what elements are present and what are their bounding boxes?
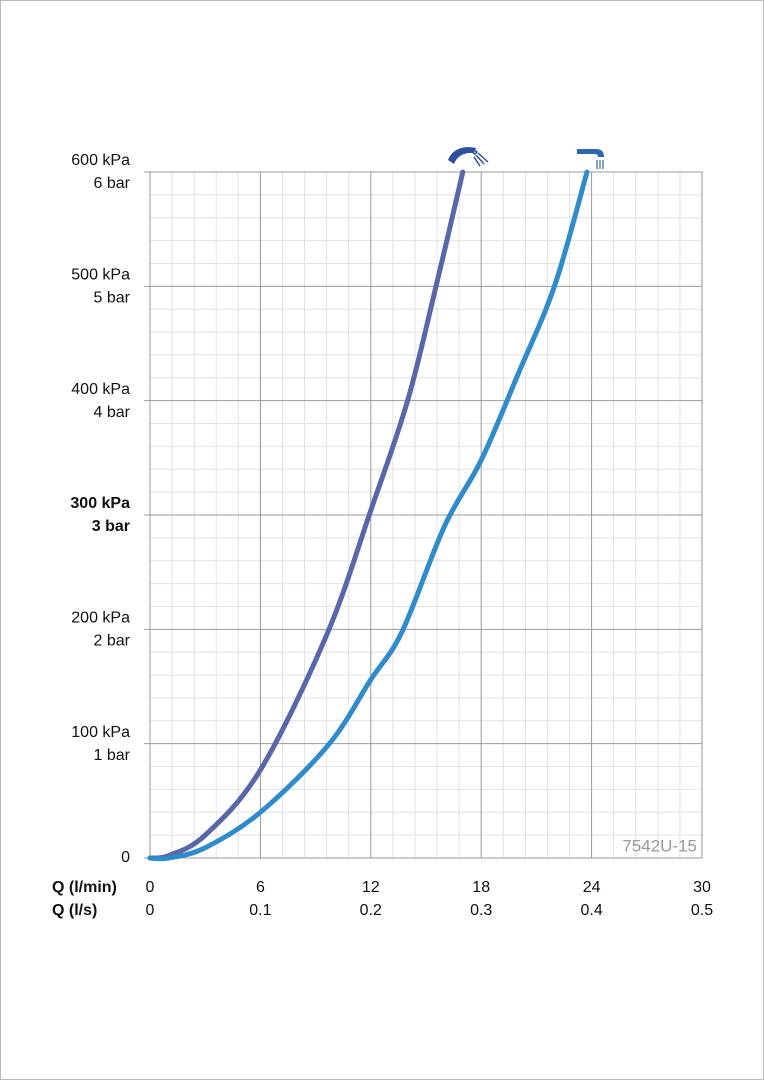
watermark: 7542U-15 xyxy=(622,836,697,855)
series-line xyxy=(147,169,590,862)
y-tick-label: 600 kPa xyxy=(71,152,130,169)
y-tick-label: 200 kPa xyxy=(71,610,130,627)
y-tick-secondary-label: 4 bar xyxy=(94,404,131,421)
x2-tick-label: 0.4 xyxy=(580,902,602,919)
x-tick-label: 12 xyxy=(362,879,380,896)
y-tick-secondary-label: 1 bar xyxy=(94,747,131,764)
series-line xyxy=(147,169,466,861)
y-tick-secondary-label: 6 bar xyxy=(94,175,131,192)
grid xyxy=(144,171,703,859)
shower-icon xyxy=(448,147,489,167)
y-tick-secondary-label: 3 bar xyxy=(92,518,130,535)
x-tick-label: 0 xyxy=(146,879,155,896)
x2-axis-label: Q (l/s) xyxy=(52,902,97,919)
tap-icon xyxy=(577,149,604,169)
x-tick-label: 6 xyxy=(256,879,265,896)
y-tick-label: 100 kPa xyxy=(71,724,130,741)
y-tick-secondary-label: 5 bar xyxy=(94,290,131,307)
x2-tick-label: 0.3 xyxy=(470,902,492,919)
x-tick-label: 24 xyxy=(583,879,601,896)
plot-border xyxy=(149,171,703,859)
y-tick-label: 400 kPa xyxy=(71,381,130,398)
y-tick-label: 300 kPa xyxy=(70,495,130,512)
x2-tick-label: 0.5 xyxy=(691,902,713,919)
x-tick-label: 30 xyxy=(693,879,711,896)
y-tick-secondary-label: 2 bar xyxy=(94,633,131,650)
x-axis-label: Q (l/min) xyxy=(52,879,117,896)
y-tick-label: 0 xyxy=(121,849,130,866)
x2-tick-label: 0.1 xyxy=(249,902,271,919)
x-tick-label: 18 xyxy=(472,879,490,896)
x2-tick-label: 0 xyxy=(146,902,155,919)
x2-tick-label: 0.2 xyxy=(360,902,382,919)
y-tick-label: 500 kPa xyxy=(71,267,130,284)
